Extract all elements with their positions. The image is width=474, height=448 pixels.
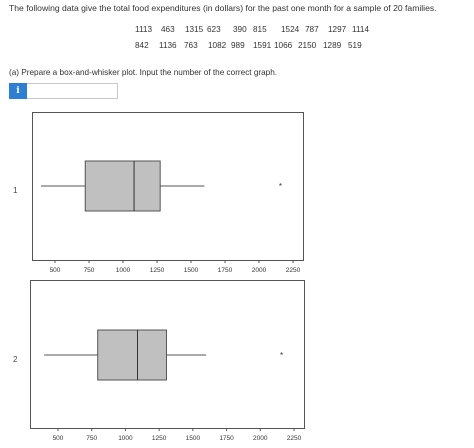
data-value: 1113 [135, 25, 152, 34]
x-tick-label: 2000 [252, 267, 267, 274]
data-value: 519 [348, 41, 362, 50]
x-tick-label: 1000 [118, 435, 133, 442]
data-value: 1315 [185, 25, 204, 34]
x-tick-label: 2000 [253, 435, 268, 442]
iqr-box [84, 160, 161, 212]
boxplot-frame-2[interactable]: * [30, 280, 305, 429]
x-tick-label: 750 [86, 435, 97, 442]
option-number-1: 1 [13, 186, 18, 195]
x-axis-2: 500 750 1000 1250 1500 1750 2000 2250 [53, 428, 302, 442]
x-tick-label: 1750 [219, 435, 234, 442]
outlier-point: * [279, 182, 282, 191]
x-tick-label: 1250 [150, 267, 165, 274]
boxplot-1: * [41, 160, 282, 212]
data-value: 815 [253, 25, 267, 34]
x-axis-1: 500 750 1000 1250 1500 1750 2000 2250 [50, 260, 301, 274]
data-value: 1082 [208, 41, 227, 50]
x-tick-label: 2250 [287, 435, 302, 442]
data-value: 2150 [298, 41, 317, 50]
x-tick-label: 500 [50, 267, 61, 274]
x-tick-label: 1750 [218, 267, 233, 274]
data-value: 1136 [159, 41, 177, 50]
data-value: 1591 [253, 41, 272, 50]
data-value: 1524 [281, 25, 300, 34]
info-icon[interactable]: i [9, 83, 27, 99]
outlier-point: * [280, 351, 283, 360]
data-value: 842 [135, 41, 149, 50]
data-value: 623 [207, 25, 221, 34]
boxplot-2: * [44, 329, 283, 381]
x-tick-label: 1500 [184, 267, 199, 274]
boxplot-frame-1[interactable]: * [32, 112, 304, 261]
data-value: 1066 [274, 41, 293, 50]
data-value: 989 [231, 41, 245, 50]
data-value: 463 [161, 25, 175, 34]
option-number-2: 2 [13, 355, 18, 364]
data-value: 390 [233, 25, 247, 34]
question-text: The following data give the total food e… [9, 3, 437, 13]
x-tick-label: 500 [53, 435, 64, 442]
answer-field-group: i [9, 83, 118, 99]
x-tick-label: 1500 [186, 435, 201, 442]
x-tick-label: 1250 [152, 435, 167, 442]
data-value: 787 [305, 25, 319, 34]
x-tick-label: 2250 [286, 267, 301, 274]
iqr-box [97, 329, 167, 381]
data-value: 1114 [352, 25, 369, 34]
data-value: 1289 [323, 41, 342, 50]
graph-number-input[interactable] [27, 83, 118, 99]
data-value: 1297 [328, 25, 347, 34]
data-value: 763 [184, 41, 198, 50]
x-tick-label: 1000 [116, 267, 131, 274]
x-tick-label: 750 [84, 267, 95, 274]
part-a-prompt: (a) Prepare a box-and-whisker plot. Inpu… [9, 68, 278, 77]
